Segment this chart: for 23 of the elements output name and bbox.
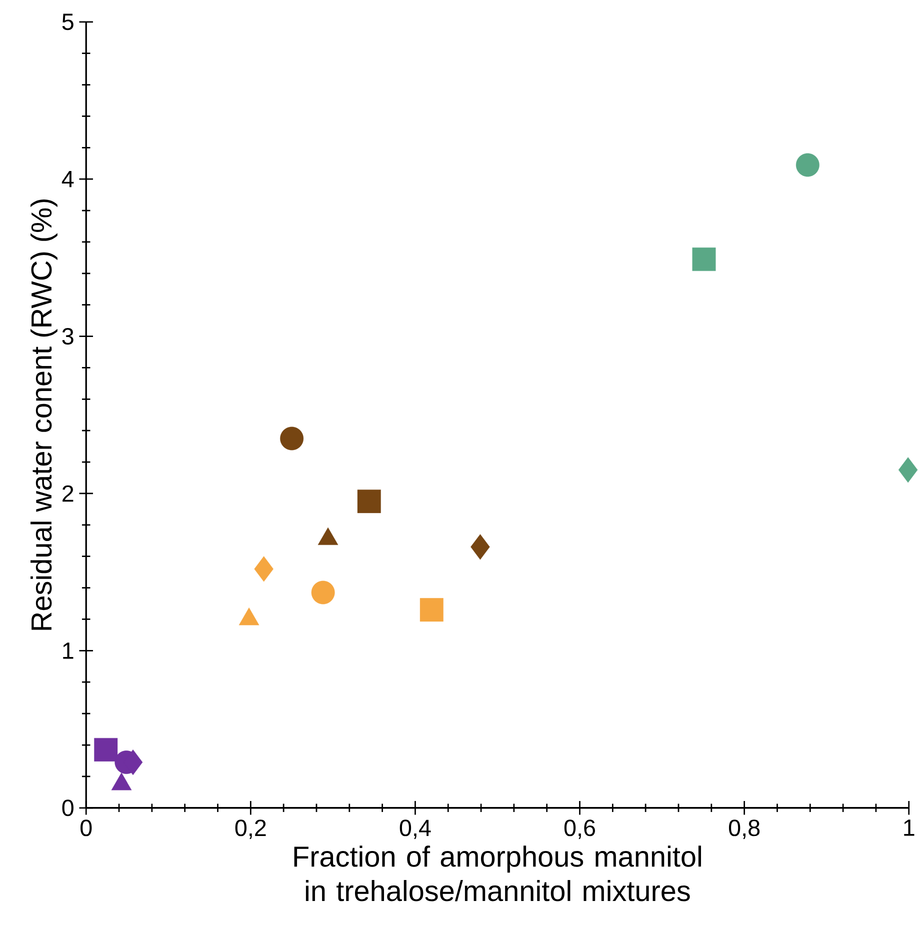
point [796,153,820,177]
x-tick-label: 0,8 [729,820,760,839]
x-tick-label: 1 [904,820,914,836]
y-axis-title: Residual water conent (RWC) (%) [30,199,58,630]
point [311,580,335,604]
point [254,556,274,582]
point [420,598,444,622]
point [280,426,304,450]
y-tick-label: 0 [62,800,74,816]
y-tick-label: 4 [62,171,74,188]
y-tick-label: 2 [62,485,74,502]
point [692,248,716,272]
x-tick-label: 0,4 [400,820,431,839]
x-tick-label: 0 [80,820,92,836]
point [94,738,118,762]
x-tick-label: 0,2 [235,820,266,839]
point [357,490,381,514]
y-tick-label: 1 [63,642,74,659]
y-tick-label: 5 [62,14,74,30]
x-tick-label: 0,6 [564,820,596,839]
x-axis-title: Fraction of amorphous mannitol in trehalose/mannitol mixtures [294,846,702,902]
y-tick-label: 3 [62,328,74,345]
point [470,534,490,560]
